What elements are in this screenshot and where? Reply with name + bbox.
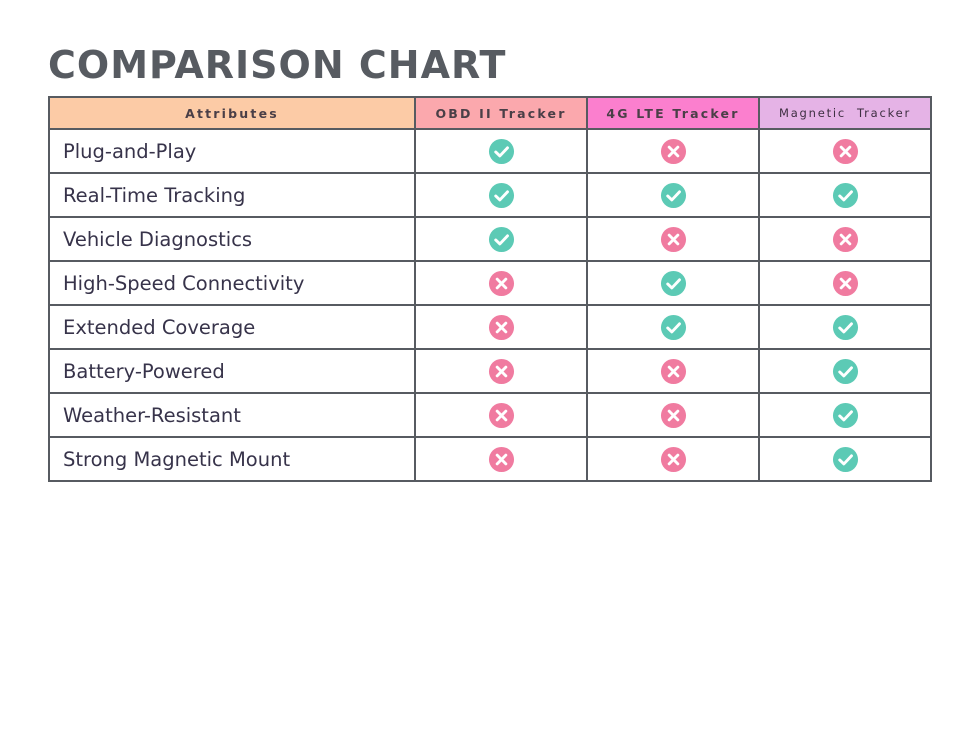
x-circle-icon bbox=[488, 314, 515, 341]
header-4g-lte-tracker: 4G LTE Tracker bbox=[586, 96, 760, 130]
x-circle-icon bbox=[660, 138, 687, 165]
x-circle-icon bbox=[660, 358, 687, 385]
check-circle-icon bbox=[488, 182, 515, 209]
table-body: Plug-and-Play Real-Time Tracking Vehicle D… bbox=[48, 128, 932, 482]
cell-4g-lte-tracker bbox=[586, 172, 760, 218]
check-circle-icon bbox=[488, 226, 515, 253]
cell-magnetic-tracker bbox=[758, 304, 932, 350]
check-circle-icon bbox=[488, 138, 515, 165]
attribute-label: Strong Magnetic Mount bbox=[48, 436, 416, 482]
table-row: Plug-and-Play bbox=[48, 128, 932, 174]
page-title: COMPARISON CHART bbox=[48, 43, 507, 87]
table-row: Real-Time Tracking bbox=[48, 172, 932, 218]
x-circle-icon bbox=[832, 226, 859, 253]
x-circle-icon bbox=[488, 270, 515, 297]
cell-magnetic-tracker bbox=[758, 436, 932, 482]
header-obd-ii-tracker: OBD II Tracker bbox=[414, 96, 588, 130]
cell-magnetic-tracker bbox=[758, 260, 932, 306]
cell-obd-ii-tracker bbox=[414, 436, 588, 482]
attribute-label: Real-Time Tracking bbox=[48, 172, 416, 218]
table-row: Strong Magnetic Mount bbox=[48, 436, 932, 482]
table-row: Battery-Powered bbox=[48, 348, 932, 394]
check-circle-icon bbox=[660, 182, 687, 209]
check-circle-icon bbox=[832, 402, 859, 429]
cell-obd-ii-tracker bbox=[414, 260, 588, 306]
x-circle-icon bbox=[660, 226, 687, 253]
attribute-label: Vehicle Diagnostics bbox=[48, 216, 416, 262]
cell-4g-lte-tracker bbox=[586, 304, 760, 350]
check-circle-icon bbox=[832, 446, 859, 473]
x-circle-icon bbox=[660, 446, 687, 473]
table-row: Extended Coverage bbox=[48, 304, 932, 350]
cell-4g-lte-tracker bbox=[586, 436, 760, 482]
cell-magnetic-tracker bbox=[758, 348, 932, 394]
attribute-label: Battery-Powered bbox=[48, 348, 416, 394]
check-circle-icon bbox=[660, 270, 687, 297]
x-circle-icon bbox=[832, 270, 859, 297]
cell-magnetic-tracker bbox=[758, 128, 932, 174]
check-circle-icon bbox=[660, 314, 687, 341]
cell-obd-ii-tracker bbox=[414, 216, 588, 262]
cell-4g-lte-tracker bbox=[586, 128, 760, 174]
cell-obd-ii-tracker bbox=[414, 392, 588, 438]
comparison-table: Attributes OBD II Tracker 4G LTE Tracker… bbox=[48, 96, 932, 482]
cell-4g-lte-tracker bbox=[586, 260, 760, 306]
header-attributes: Attributes bbox=[48, 96, 416, 130]
x-circle-icon bbox=[488, 446, 515, 473]
check-circle-icon bbox=[832, 314, 859, 341]
cell-4g-lte-tracker bbox=[586, 392, 760, 438]
header-magnetic-tracker: Magnetic Tracker bbox=[758, 96, 932, 130]
x-circle-icon bbox=[488, 358, 515, 385]
x-circle-icon bbox=[488, 402, 515, 429]
cell-magnetic-tracker bbox=[758, 216, 932, 262]
cell-obd-ii-tracker bbox=[414, 304, 588, 350]
attribute-label: High-Speed Connectivity bbox=[48, 260, 416, 306]
attribute-label: Plug-and-Play bbox=[48, 128, 416, 174]
table-row: Weather-Resistant bbox=[48, 392, 932, 438]
cell-4g-lte-tracker bbox=[586, 216, 760, 262]
cell-magnetic-tracker bbox=[758, 392, 932, 438]
cell-obd-ii-tracker bbox=[414, 128, 588, 174]
table-row: High-Speed Connectivity bbox=[48, 260, 932, 306]
cell-4g-lte-tracker bbox=[586, 348, 760, 394]
cell-obd-ii-tracker bbox=[414, 348, 588, 394]
check-circle-icon bbox=[832, 358, 859, 385]
x-circle-icon bbox=[832, 138, 859, 165]
table-row: Vehicle Diagnostics bbox=[48, 216, 932, 262]
attribute-label: Extended Coverage bbox=[48, 304, 416, 350]
x-circle-icon bbox=[660, 402, 687, 429]
cell-obd-ii-tracker bbox=[414, 172, 588, 218]
cell-magnetic-tracker bbox=[758, 172, 932, 218]
table-header-row: Attributes OBD II Tracker 4G LTE Tracker… bbox=[48, 96, 932, 130]
check-circle-icon bbox=[832, 182, 859, 209]
attribute-label: Weather-Resistant bbox=[48, 392, 416, 438]
